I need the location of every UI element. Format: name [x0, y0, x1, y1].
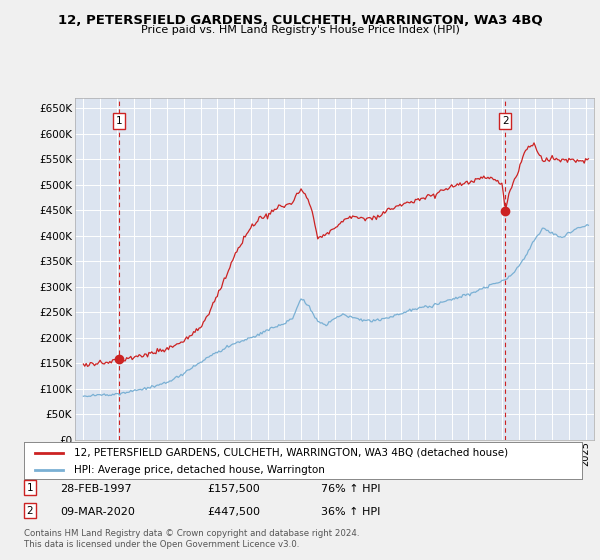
- Text: 1: 1: [116, 116, 122, 126]
- Text: £157,500: £157,500: [207, 484, 260, 494]
- Text: 28-FEB-1997: 28-FEB-1997: [60, 484, 131, 494]
- Text: 1: 1: [26, 483, 34, 493]
- Text: 2: 2: [502, 116, 508, 126]
- Text: £447,500: £447,500: [207, 507, 260, 517]
- Text: HPI: Average price, detached house, Warrington: HPI: Average price, detached house, Warr…: [74, 465, 325, 475]
- Text: 2: 2: [26, 506, 34, 516]
- Text: 12, PETERSFIELD GARDENS, CULCHETH, WARRINGTON, WA3 4BQ (detached house): 12, PETERSFIELD GARDENS, CULCHETH, WARRI…: [74, 447, 508, 458]
- Text: 12, PETERSFIELD GARDENS, CULCHETH, WARRINGTON, WA3 4BQ: 12, PETERSFIELD GARDENS, CULCHETH, WARRI…: [58, 14, 542, 27]
- Text: Contains HM Land Registry data © Crown copyright and database right 2024.
This d: Contains HM Land Registry data © Crown c…: [24, 529, 359, 549]
- Text: 09-MAR-2020: 09-MAR-2020: [60, 507, 135, 517]
- Text: Price paid vs. HM Land Registry's House Price Index (HPI): Price paid vs. HM Land Registry's House …: [140, 25, 460, 35]
- Text: 76% ↑ HPI: 76% ↑ HPI: [321, 484, 380, 494]
- Text: 36% ↑ HPI: 36% ↑ HPI: [321, 507, 380, 517]
